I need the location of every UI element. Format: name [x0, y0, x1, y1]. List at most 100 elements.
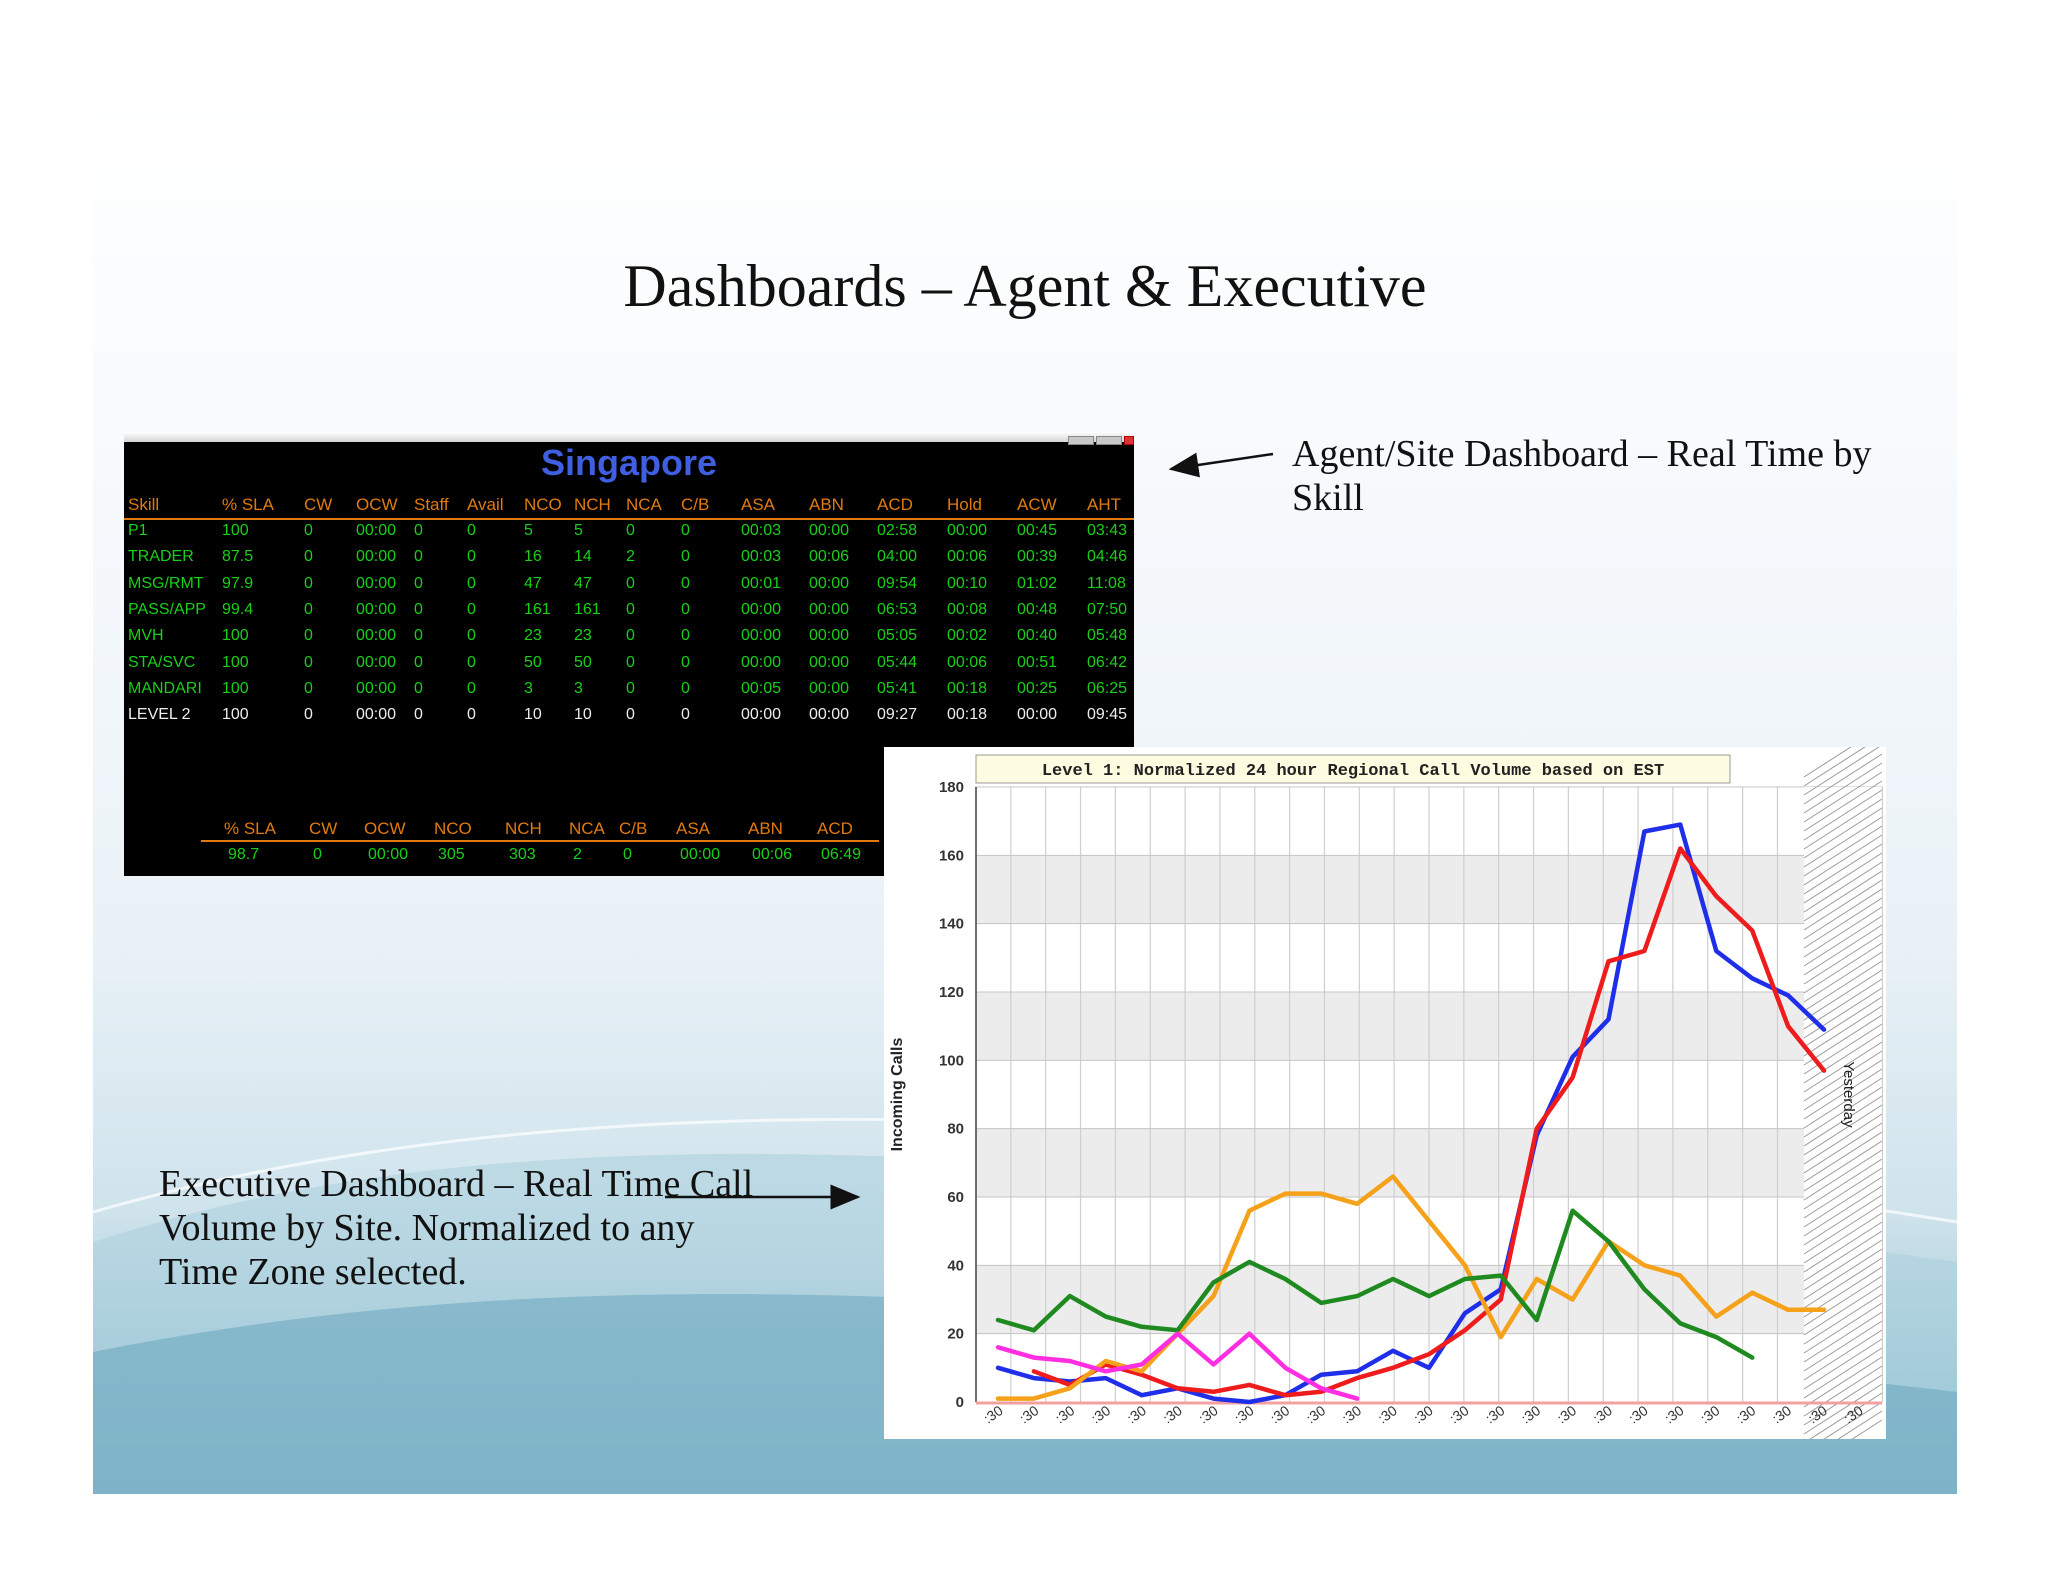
column-header[interactable]: Staff [414, 495, 449, 514]
summary-column-header: ACD [817, 819, 853, 838]
table-cell: 00:02 [947, 627, 988, 645]
series-line-3 [995, 1174, 1827, 1401]
table-cell: MVH [128, 627, 164, 645]
hatch-line [1803, 1374, 1883, 1426]
column-header[interactable]: ACD [877, 495, 913, 514]
table-cell: 0 [681, 679, 690, 697]
hatch-line [1803, 942, 1883, 994]
hatch-line [1803, 924, 1883, 976]
hatch-line [1803, 1041, 1883, 1093]
table-cell: 50 [574, 653, 592, 671]
table-cell: 0 [626, 679, 635, 697]
column-header[interactable]: ASA [741, 495, 776, 514]
table-cell: 0 [626, 706, 635, 724]
table-cell: 00:00 [1017, 706, 1058, 724]
table-cell: 0 [304, 548, 313, 566]
table-header: Skill % SLA CW OCW Staff Avail NCO NCH NCA C/B ASA… [124, 492, 1134, 520]
hatch-line [1803, 987, 1883, 1039]
hatch-line [1803, 762, 1883, 814]
table-row[interactable]: TRADER 87.5 0 00:00 0 0 16 14 2 0 00:03 00:06 04:00 0… [124, 546, 1134, 572]
summary-column-header: CW [309, 819, 338, 838]
summary-value: 98.7 [228, 846, 260, 863]
table-cell: 0 [467, 627, 476, 645]
summary-value: 305 [438, 846, 465, 863]
series-line-5 [995, 1331, 1360, 1401]
table-cell: 00:00 [356, 679, 397, 697]
hatch-line [1803, 1077, 1883, 1129]
table-cell: 00:00 [809, 522, 850, 539]
table-cell: 87.5 [222, 548, 254, 566]
column-header[interactable]: Skill [128, 495, 160, 514]
table-row[interactable]: MANDARI 100 0 00:00 0 0 3 3 0 0 00:05 00:00 05:41 00:… [124, 678, 1134, 704]
y-tick-label: 140 [939, 916, 964, 933]
y-tick-label: 80 [947, 1121, 964, 1138]
table-cell: 00:03 [741, 522, 782, 539]
hatch-line [1803, 951, 1883, 1003]
table-row[interactable]: P1 100 0 00:00 0 0 5 5 0 0 00:03 00:00 02:58 00:00 00:… [124, 520, 1134, 546]
table-cell: 0 [304, 653, 313, 671]
series-line-2 [1031, 846, 1827, 1398]
hatch-line [1803, 969, 1883, 1021]
table-row[interactable]: LEVEL 2 100 0 00:00 0 0 10 10 0 0 00:00 00:00 09:27 0… [124, 704, 1134, 730]
table-cell: MANDARI [128, 679, 202, 697]
y-tick-label: 160 [939, 847, 964, 864]
table-cell: 00:40 [1017, 627, 1058, 645]
table-row[interactable]: MVH 100 0 00:00 0 0 23 23 0 0 00:00 00:00 05:05 00:02… [124, 625, 1134, 651]
table-cell: 00:00 [809, 600, 850, 618]
maximize-button[interactable] [1096, 436, 1122, 445]
table-cell: 5 [524, 522, 533, 539]
table-cell: 00:00 [741, 627, 782, 645]
executive-dashboard-caption: Executive Dashboard – Real Time Call Vol… [159, 1163, 754, 1293]
column-header[interactable]: NCA [626, 495, 662, 514]
close-button[interactable] [1124, 436, 1134, 445]
y-tick-label: 20 [947, 1326, 964, 1343]
column-header[interactable]: OCW [356, 495, 398, 514]
table-cell: 01:02 [1017, 574, 1058, 592]
hatch-line [1803, 1221, 1883, 1273]
table-row[interactable]: MSG/RMT 97.9 0 00:00 0 0 47 47 0 0 00:01 00:00 09:54… [124, 573, 1134, 599]
table-cell: 47 [574, 574, 592, 592]
hatch-line [1803, 906, 1883, 958]
table-cell: 0 [626, 627, 635, 645]
slide-title: Dashboards – Agent & Executive [623, 253, 1427, 319]
table-cell: 0 [467, 653, 476, 671]
table-cell: 00:00 [809, 679, 850, 697]
table-cell: 00:00 [741, 600, 782, 618]
column-header[interactable]: Avail [467, 495, 504, 514]
summary-header: % SLA CW OCW NCO NCH NCA C/B ASA ABN ACD [124, 816, 1134, 840]
column-header[interactable]: % SLA [222, 495, 274, 514]
table-cell: 0 [414, 600, 423, 618]
table-row[interactable]: STA/SVC 100 0 00:00 0 0 50 50 0 0 00:00 00:00 05:44 0… [124, 652, 1134, 678]
table-cell: 00:18 [947, 679, 988, 697]
column-header[interactable]: C/B [681, 495, 710, 514]
table-cell: 0 [304, 627, 313, 645]
column-header[interactable]: ACW [1017, 495, 1057, 514]
table-cell: 0 [304, 522, 313, 539]
column-header[interactable]: ABN [809, 495, 844, 514]
column-header[interactable]: NCH [574, 495, 611, 514]
table-cell: 00:00 [809, 653, 850, 671]
table-cell: 00:01 [741, 574, 782, 592]
window-titlebar [124, 432, 1134, 442]
table-cell: 06:25 [1087, 679, 1128, 697]
table-cell: 0 [414, 574, 423, 592]
summary-value: 06:49 [821, 846, 862, 863]
table-row[interactable]: PASS/APP 99.4 0 00:00 0 0 161 161 0 0 00:00 00:00 06… [124, 599, 1134, 625]
hatch-line [1803, 807, 1883, 859]
table-cell: 100 [222, 627, 249, 645]
table-cell: 161 [524, 600, 551, 618]
hatch-line [1803, 1248, 1883, 1300]
agent-arrow [1168, 452, 1274, 478]
column-header[interactable]: NCO [524, 495, 562, 514]
minimize-button[interactable] [1068, 436, 1094, 445]
column-header[interactable]: AHT [1087, 495, 1121, 514]
table-cell: 50 [524, 653, 542, 671]
hatch-line [1803, 798, 1883, 850]
column-header[interactable]: Hold [947, 495, 982, 514]
hatch-line [1803, 1086, 1883, 1138]
table-cell: 00:00 [356, 522, 397, 539]
column-header[interactable]: CW [304, 495, 333, 514]
summary-value: 303 [509, 846, 536, 863]
table-cell: 0 [626, 600, 635, 618]
summary-value: 00:00 [368, 846, 409, 863]
